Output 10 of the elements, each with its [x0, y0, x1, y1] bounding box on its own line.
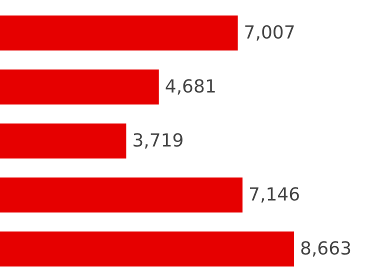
data-label: 8,663 — [300, 238, 352, 260]
data-label: 3,719 — [132, 130, 184, 152]
bar — [0, 231, 294, 267]
data-label: 7,146 — [248, 184, 300, 206]
bar — [0, 123, 126, 159]
bar — [0, 177, 243, 213]
data-label: 4,681 — [164, 76, 216, 98]
bar — [0, 15, 238, 51]
data-label: 7,007 — [244, 22, 296, 44]
bar — [0, 69, 159, 105]
